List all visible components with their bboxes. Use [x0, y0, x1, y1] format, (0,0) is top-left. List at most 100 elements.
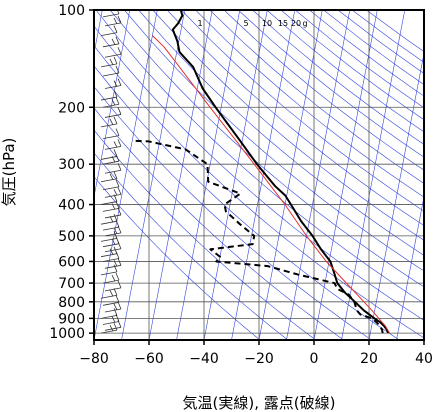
isotherm-line: [368, 51, 424, 340]
skewed-isotherms: [94, 10, 424, 340]
barb-flag: [115, 201, 120, 209]
barb-staff: [100, 271, 118, 276]
barb-flag: [115, 65, 120, 74]
barb-flag: [115, 179, 120, 187]
parcel-line: [152, 35, 391, 334]
wind-barb: [102, 154, 120, 165]
barb-flag: [113, 288, 118, 296]
dry-adiabat-line: [252, 10, 424, 145]
barb-staff: [100, 201, 118, 205]
barb-flag: [109, 173, 114, 180]
dry-adiabat-line: [195, 10, 424, 198]
y-tick-label: 400: [58, 198, 85, 214]
wind-barb: [100, 56, 118, 68]
barb-flag: [113, 141, 118, 148]
barb-flag: [117, 280, 122, 289]
dry-adiabat-line: [94, 176, 261, 340]
barb-staff: [100, 294, 118, 299]
barb-staff: [102, 279, 120, 284]
isotherm-line: [176, 10, 241, 340]
barb-staff: [104, 169, 122, 174]
wind-barb: [100, 322, 118, 334]
x-axis-label: 気温(実線), 露点(破線): [183, 394, 336, 412]
x-tick-label: 20: [360, 351, 378, 367]
barb-staff: [102, 72, 120, 77]
barb-flag: [111, 38, 116, 45]
wind-barb: [102, 314, 120, 325]
barb-flag: [113, 194, 118, 202]
barb-staff: [104, 308, 122, 313]
isotherm-line: [258, 10, 323, 340]
barb-staff: [100, 178, 118, 183]
mixing-ratio-label: 5: [243, 19, 248, 28]
barb-staff: [100, 63, 118, 68]
barb-staff: [104, 146, 122, 150]
barb-flag: [109, 248, 114, 255]
barb-flag: [115, 295, 120, 303]
barb-staff: [102, 243, 120, 248]
barb-staff: [104, 53, 122, 58]
barb-staff: [102, 258, 120, 262]
dry-adiabat-line: [94, 25, 424, 321]
barb-flag: [113, 322, 118, 331]
barb-flag: [111, 99, 116, 106]
profile-series: [132, 10, 391, 334]
dry-adiabat-line: [152, 10, 424, 241]
barb-flag: [109, 290, 114, 297]
barb-flag: [115, 36, 120, 44]
isotherm-line: [286, 10, 351, 340]
wind-barb: [100, 214, 118, 225]
wind-barb: [102, 97, 120, 108]
grid-lines: [94, 10, 424, 340]
dry-adiabat-line: [237, 10, 424, 158]
wind-barb: [104, 320, 122, 331]
dry-adiabat-line: [181, 10, 424, 212]
barb-flag: [115, 97, 120, 105]
barb-staff: [100, 156, 118, 160]
y-tick-label: 500: [58, 229, 85, 245]
isotherm-line: [148, 10, 213, 340]
dry-adiabat-line: [94, 129, 316, 340]
barb-staff: [100, 253, 118, 258]
barb-flag: [117, 107, 122, 115]
barb-staff: [100, 32, 118, 36]
barb-flag: [113, 264, 118, 272]
barb-staff: [104, 214, 122, 219]
barb-flag: [113, 227, 118, 235]
barb-flag: [109, 58, 114, 66]
y-tick-label: 700: [58, 276, 85, 292]
barb-staff: [104, 248, 122, 253]
barb-flag: [117, 301, 122, 310]
dewpoint-line: [132, 139, 384, 334]
barb-flag: [113, 80, 118, 87]
barb-staff: [102, 135, 120, 139]
wind-barb: [102, 65, 120, 77]
barb-flag: [117, 225, 122, 234]
x-tick-label: 40: [415, 351, 433, 367]
barb-flag: [115, 154, 120, 162]
wind-barb: [102, 128, 120, 139]
wind-barb: [100, 25, 118, 36]
wind-barb: [102, 201, 120, 212]
barb-flag: [117, 187, 122, 195]
barb-flag: [113, 303, 118, 311]
dry-adiabat-line: [166, 10, 424, 226]
barb-flag: [115, 314, 120, 322]
barb-flag: [115, 128, 120, 136]
barb-flag: [117, 47, 122, 55]
wind-barb: [104, 139, 122, 150]
barb-staff: [102, 186, 120, 191]
mixing-ratio-label: g: [302, 19, 307, 28]
y-tick-label: 800: [58, 295, 85, 311]
barb-flag: [115, 272, 120, 281]
wind-barb: [100, 308, 118, 319]
barb-flag: [117, 163, 122, 171]
barb-flag: [113, 17, 118, 25]
barb-staff: [104, 326, 122, 331]
barb-staff: [104, 114, 122, 118]
barb-staff: [100, 220, 118, 225]
barb-staff: [104, 232, 122, 237]
mixing-ratio-labels: 1 5 10 15 20 g: [197, 19, 307, 28]
